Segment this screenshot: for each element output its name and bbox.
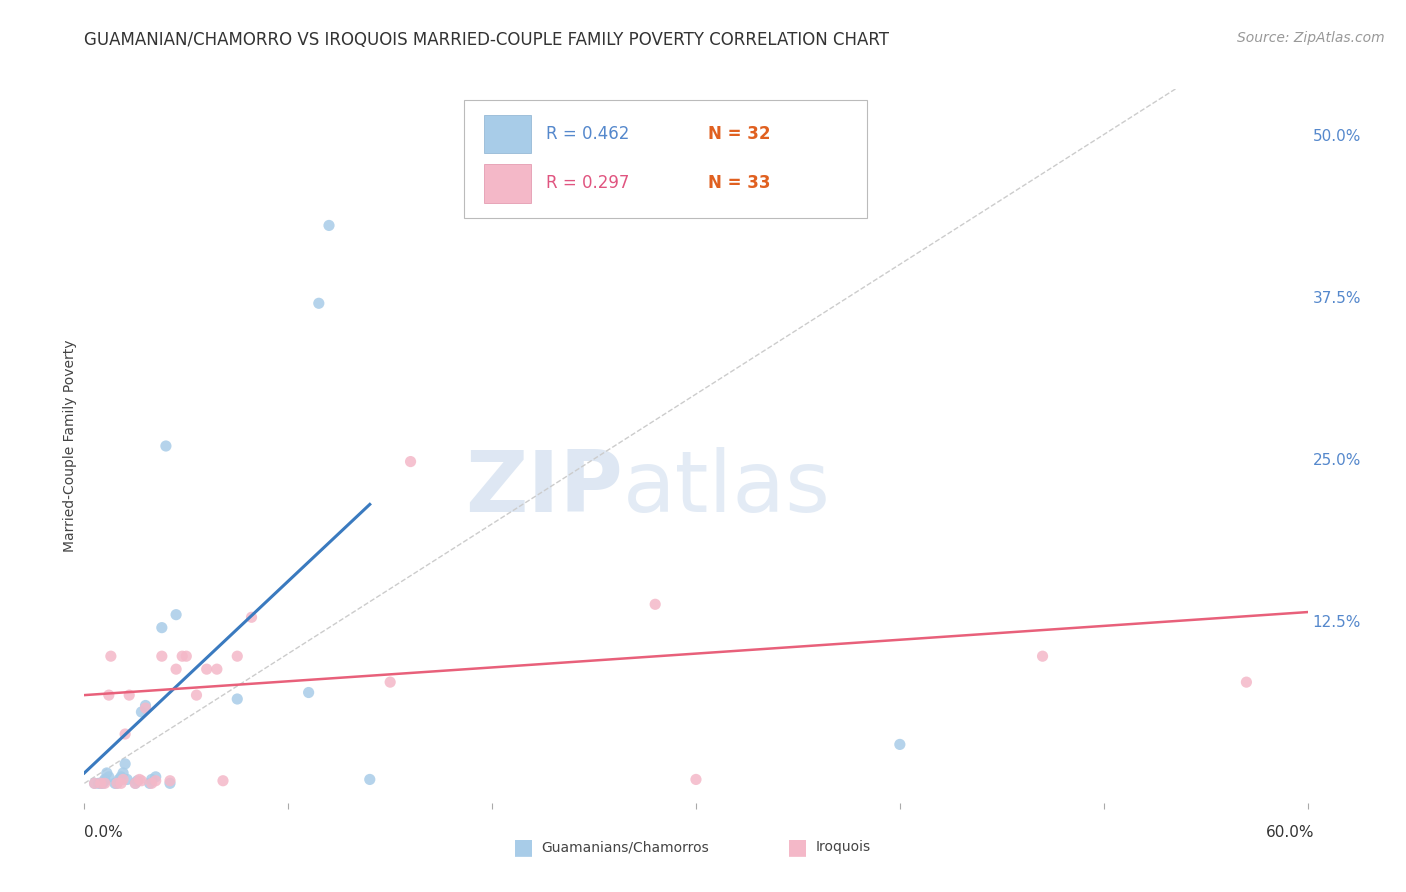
- Point: [155, 439, 177, 453]
- Point: [165, 607, 187, 622]
- Point: [141, 772, 163, 787]
- Point: [105, 776, 128, 790]
- Point: [318, 219, 340, 233]
- Text: R = 0.297: R = 0.297: [546, 174, 628, 192]
- Point: [165, 662, 187, 676]
- Text: ■: ■: [513, 838, 534, 857]
- Point: [83, 776, 105, 790]
- Point: [135, 701, 157, 715]
- Point: [131, 705, 153, 719]
- Point: [159, 776, 181, 790]
- Point: [150, 621, 173, 635]
- Point: [380, 675, 402, 690]
- Point: [131, 773, 153, 788]
- Point: [226, 692, 249, 706]
- Point: [97, 770, 120, 784]
- Point: [112, 766, 135, 780]
- Point: [90, 776, 112, 790]
- Point: [128, 772, 150, 787]
- Text: 0.0%: 0.0%: [84, 825, 124, 840]
- Point: [114, 756, 136, 771]
- Text: Source: ZipAtlas.com: Source: ZipAtlas.com: [1237, 31, 1385, 45]
- Text: N = 33: N = 33: [709, 174, 770, 192]
- Point: [172, 649, 194, 664]
- Point: [205, 662, 228, 676]
- Point: [150, 649, 173, 664]
- Point: [240, 610, 263, 624]
- Point: [145, 773, 167, 788]
- Point: [93, 773, 117, 788]
- Point: [93, 776, 117, 790]
- Point: [1236, 675, 1258, 690]
- Point: [176, 649, 198, 664]
- Text: N = 32: N = 32: [709, 125, 770, 143]
- Point: [90, 776, 112, 790]
- Point: [186, 688, 208, 702]
- Y-axis label: Married-Couple Family Poverty: Married-Couple Family Poverty: [63, 340, 77, 552]
- Text: ■: ■: [787, 838, 808, 857]
- Point: [1032, 649, 1054, 664]
- Point: [159, 773, 181, 788]
- FancyBboxPatch shape: [484, 114, 531, 153]
- Point: [644, 597, 666, 611]
- Text: Iroquois: Iroquois: [815, 840, 870, 855]
- Point: [100, 649, 122, 664]
- FancyBboxPatch shape: [484, 164, 531, 203]
- Point: [105, 776, 128, 790]
- Point: [83, 776, 105, 790]
- Point: [195, 662, 218, 676]
- Point: [110, 770, 132, 784]
- Point: [87, 776, 110, 790]
- Point: [112, 772, 135, 787]
- Point: [145, 770, 167, 784]
- Text: R = 0.462: R = 0.462: [546, 125, 628, 143]
- Point: [226, 649, 249, 664]
- Text: 60.0%: 60.0%: [1267, 825, 1315, 840]
- Point: [93, 772, 117, 787]
- Point: [124, 776, 146, 790]
- Point: [135, 698, 157, 713]
- Point: [399, 454, 422, 468]
- Point: [108, 772, 131, 787]
- Point: [118, 688, 141, 702]
- Point: [104, 776, 127, 790]
- Point: [115, 772, 138, 787]
- Text: atlas: atlas: [623, 447, 831, 531]
- Point: [138, 776, 160, 790]
- Point: [298, 685, 321, 699]
- Point: [212, 773, 235, 788]
- Point: [308, 296, 330, 310]
- Point: [114, 727, 136, 741]
- Point: [97, 688, 120, 702]
- Text: Guamanians/Chamorros: Guamanians/Chamorros: [541, 840, 709, 855]
- Text: ZIP: ZIP: [465, 447, 623, 531]
- Text: GUAMANIAN/CHAMORRO VS IROQUOIS MARRIED-COUPLE FAMILY POVERTY CORRELATION CHART: GUAMANIAN/CHAMORRO VS IROQUOIS MARRIED-C…: [84, 31, 890, 49]
- Point: [359, 772, 381, 787]
- FancyBboxPatch shape: [464, 100, 868, 218]
- Point: [889, 738, 911, 752]
- Point: [685, 772, 707, 787]
- Point: [127, 773, 149, 788]
- Point: [124, 776, 146, 790]
- Point: [91, 776, 114, 790]
- Point: [96, 766, 118, 780]
- Point: [110, 776, 132, 790]
- Point: [141, 776, 163, 790]
